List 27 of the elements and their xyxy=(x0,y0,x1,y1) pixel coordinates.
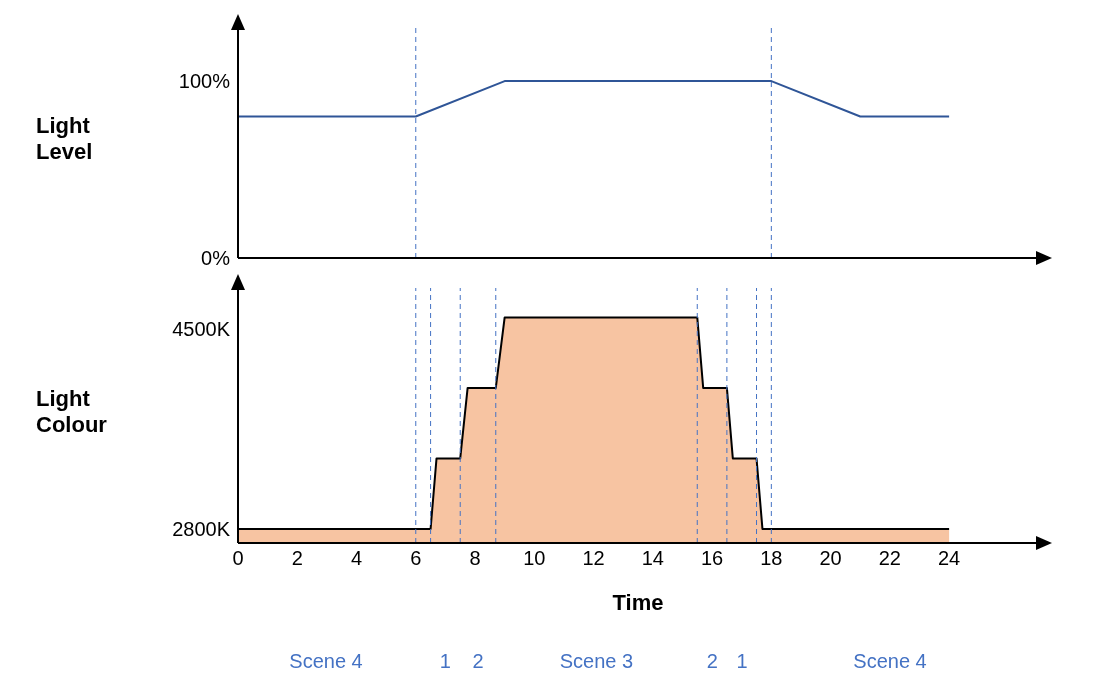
y-axis-title: Light Level xyxy=(36,113,94,165)
text: 2 xyxy=(472,650,484,672)
text: Scene 3 xyxy=(559,650,634,672)
x-tick-label: 24 xyxy=(937,547,961,570)
x-tick-label: 0 xyxy=(232,547,244,570)
y-axis-title: Light Colour xyxy=(36,385,108,438)
x-tick-label: 22 xyxy=(878,547,901,570)
y-tick-label: 100% xyxy=(178,70,231,93)
x-tick-label: 8 xyxy=(469,547,481,570)
x-tick-label: 18 xyxy=(760,547,783,570)
text: Scene 4 xyxy=(853,650,927,672)
y-tick-label: 2800K xyxy=(172,518,231,540)
text: 1 xyxy=(736,650,748,672)
text: 1 xyxy=(439,650,451,672)
x-tick-label: 6 xyxy=(410,547,422,570)
x-tick-label: 12 xyxy=(582,547,605,570)
x-tick-label: 2 xyxy=(291,547,303,570)
text: 2 xyxy=(706,650,718,672)
y-tick-label: 4500K xyxy=(172,318,231,341)
y-tick-label: 0% xyxy=(201,247,231,270)
text: Scene 4 xyxy=(289,650,363,672)
x-tick-label: 10 xyxy=(523,547,546,570)
x-tick-label: 16 xyxy=(700,547,724,570)
x-tick-label: 4 xyxy=(350,547,363,570)
x-tick-label: 20 xyxy=(819,547,842,570)
x-tick-label: 14 xyxy=(641,547,664,570)
x-axis-title: Time xyxy=(612,590,664,615)
